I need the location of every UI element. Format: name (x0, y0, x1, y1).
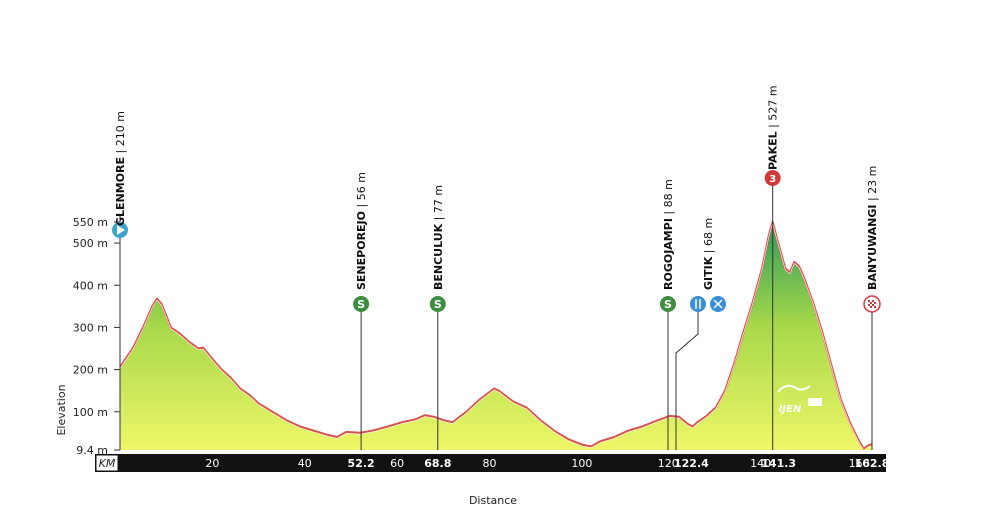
location-name: GITIK (702, 256, 715, 290)
location-label: GITIK | 68 m (702, 218, 715, 290)
feed-zone-icon (690, 296, 706, 312)
elevation-outline-inner (119, 222, 873, 451)
elevation-outline (119, 220, 873, 450)
elevation-area (120, 222, 872, 450)
y-tick-label: 550 m (73, 216, 108, 229)
checker-square (868, 304, 870, 306)
km-unit-box (95, 454, 119, 472)
y-tick-label: 400 m (73, 279, 108, 292)
profile-area-layer (119, 220, 873, 451)
sprint-icon-letter: S (664, 298, 672, 311)
location-name: BENCULUK (432, 223, 445, 290)
kom-cat3-icon (764, 170, 781, 186)
x-tick-label: 162.8 (855, 457, 890, 470)
x-tick-label: 140 (750, 457, 771, 470)
km-unit-label: KM (99, 457, 116, 470)
checker-square (872, 300, 874, 302)
y-tick-label: 500 m (73, 237, 108, 250)
checker-square (872, 304, 874, 306)
x-tick-label: 100 (571, 457, 592, 470)
sprint-icon (353, 296, 370, 312)
logo-block (808, 398, 822, 406)
cyclist-icon (777, 384, 811, 393)
location-label: GLENMORE | 210 m (114, 111, 127, 226)
x-tick-label: 120 (658, 457, 679, 470)
location-elevation: | 56 m (355, 172, 368, 211)
location-marker: GLENMORE | 210 m (112, 111, 128, 450)
start-icon-arrow (117, 225, 125, 235)
location-elevation: | 23 m (866, 166, 879, 205)
location-name: PAKEL (767, 131, 780, 170)
y-tick-label: 100 m (73, 406, 108, 419)
y-axis-title: Elevation (55, 384, 68, 435)
location-marker: 3 PAKEL | 527 m (764, 85, 781, 450)
x-tick-label: 122.4 (674, 457, 709, 470)
location-name: SENEPOREJO (355, 211, 368, 290)
location-elevation: | 68 m (702, 218, 715, 257)
checker-square (870, 306, 872, 308)
crossed-cutlery-icon (713, 299, 723, 309)
x-tick-label: 40 (298, 457, 312, 470)
location-marker: S ROGOJAMPI | 88 m (660, 179, 676, 450)
x-tick-label: 141.3 (761, 457, 796, 470)
location-name: ROGOJAMPI (662, 218, 675, 290)
x-tick-label: 160 (849, 457, 870, 470)
sprint-icon-letter: S (357, 298, 365, 311)
x-axis-title: Distance (469, 494, 517, 507)
sprint-icon-letter: S (434, 298, 442, 311)
logo-text: IJEN (779, 404, 802, 415)
ijen-logo: IJEN (777, 384, 822, 415)
location-label: BENCULUK | 77 m (432, 185, 445, 290)
location-elevation: | 210 m (114, 111, 127, 157)
x-tick-label: 60 (390, 457, 404, 470)
location-label: SENEPOREJO | 56 m (355, 172, 368, 290)
km-bar-background (95, 454, 886, 472)
location-label: ROGOJAMPI | 88 m (662, 179, 675, 290)
y-tick-label: 9.4 m (76, 444, 108, 457)
x-tick-label: 20 (205, 457, 219, 470)
y-tick-label: 300 m (73, 321, 108, 334)
checker-square (874, 302, 876, 304)
location-label: BANYUWANGI | 23 m (866, 166, 879, 290)
location-elevation: | 77 m (432, 185, 445, 224)
location-name: BANYUWANGI (866, 205, 879, 290)
y-axis: 9.4 m 100 m 200 m 300 m 400 m 500 m 550 m (73, 214, 121, 457)
locations-layer: GLENMORE | 210 m S SENEPOREJO | 56 m S BENCU… (112, 85, 881, 450)
location-label: PAKEL | 527 m (767, 85, 780, 170)
location-marker: S BENCULUK | 77 m (429, 185, 446, 450)
location-elevation: | 527 m (767, 85, 780, 131)
location-leader-line (675, 312, 699, 450)
location-marker: S SENEPOREJO | 56 m (353, 172, 370, 450)
x-tick-label: 80 (483, 457, 497, 470)
checker-square (870, 302, 872, 304)
location-marker: GITIK | 68 m (675, 218, 726, 450)
checker-square (868, 300, 870, 302)
x-tick-label: 52.2 (348, 457, 375, 470)
location-marker: BANYUWANGI | 23 m (863, 166, 881, 450)
checker-square (874, 306, 876, 308)
kom-category-number: 3 (769, 174, 776, 185)
x-tick-label: 68.8 (424, 457, 451, 470)
location-elevation: | 88 m (662, 179, 675, 218)
sprint-icon (429, 296, 446, 312)
location-name: GLENMORE (114, 157, 127, 226)
sprint-icon (660, 296, 676, 312)
y-tick-label: 200 m (73, 364, 108, 377)
